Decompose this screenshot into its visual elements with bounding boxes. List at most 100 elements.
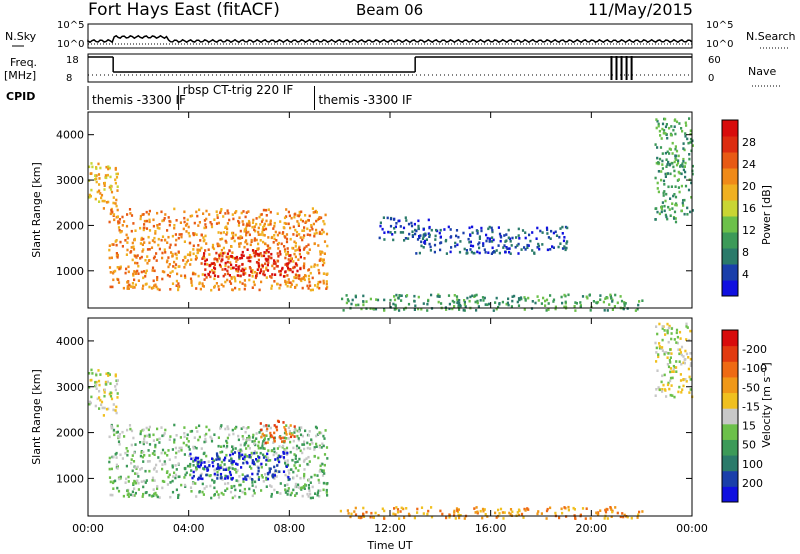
- cell-2-121: [255, 458, 258, 461]
- cell-2-16: [285, 262, 288, 266]
- cell-1-709: [115, 252, 118, 255]
- cell-1-10: [158, 223, 161, 226]
- cell-1-626: [136, 254, 139, 257]
- cell-1-590: [167, 265, 170, 269]
- cell-1-334: [237, 224, 240, 227]
- cell-1-172: [297, 274, 300, 277]
- cell-1-711: [255, 217, 258, 220]
- cell-0-25: [95, 387, 98, 390]
- cell-1-267: [301, 229, 304, 232]
- cell-4-91: [476, 510, 479, 514]
- cell-1-559: [265, 429, 268, 432]
- cell-1-655: [175, 279, 178, 283]
- cell-4-85: [581, 507, 585, 510]
- cell-3-111: [417, 307, 420, 311]
- cell-1-193: [137, 488, 140, 491]
- cell-1-241: [171, 234, 174, 238]
- cell-1-854: [298, 246, 301, 250]
- cell-2-5: [215, 467, 219, 470]
- cell-1-377: [182, 441, 185, 445]
- cell-1-867: [190, 284, 194, 287]
- cell-6-102: [662, 194, 665, 197]
- cell-1-182: [173, 441, 176, 444]
- cell-4-18: [357, 516, 360, 519]
- cell-2-84: [285, 465, 288, 468]
- cell-1-553: [174, 446, 177, 450]
- cell-1-728: [257, 226, 260, 230]
- cell-2-18: [298, 249, 301, 252]
- cell-2-106: [233, 451, 237, 454]
- cell-1-608: [314, 425, 318, 429]
- cell-5-59: [533, 251, 536, 255]
- cell-3-227: [440, 302, 443, 305]
- cell-1-824: [219, 252, 223, 255]
- cell-1-151: [276, 233, 279, 237]
- cell-5-104: [562, 239, 566, 243]
- station-title: Fort Hays East (fitACF): [88, 0, 280, 20]
- cell-2-43: [282, 456, 285, 459]
- cell-3-200: [592, 300, 595, 303]
- cell-0-19: [96, 397, 99, 401]
- cell-5-115: [656, 332, 659, 336]
- cell-4-109: [463, 517, 466, 520]
- cell-1-536: [144, 491, 147, 495]
- cell-2-45: [266, 477, 270, 481]
- cell-1-658: [253, 225, 256, 228]
- cell-2-0: [229, 473, 232, 477]
- cell-0-2: [97, 173, 101, 176]
- cell-1-456: [179, 221, 182, 224]
- cell-3-209: [438, 295, 441, 298]
- cell-1-795: [274, 230, 277, 234]
- cell-6-138: [668, 163, 671, 167]
- cell-5-25: [445, 252, 448, 255]
- cell-1-400: [249, 267, 252, 270]
- cell-6-43: [674, 132, 677, 136]
- cell-1-278: [143, 270, 146, 273]
- cell-1-314: [256, 247, 259, 251]
- cell-5-139: [565, 246, 568, 250]
- cell-3-223: [458, 301, 461, 305]
- cell-1-132: [175, 451, 178, 455]
- cell-5-175: [561, 232, 564, 235]
- cell-1-685: [118, 218, 121, 221]
- cell-4-62: [561, 511, 564, 515]
- cell-3-27: [581, 295, 585, 298]
- cell-1-825: [302, 236, 305, 239]
- cell-1-693: [309, 481, 312, 484]
- cell-1-582: [189, 241, 192, 245]
- cell-1-367: [282, 444, 285, 448]
- cell-1-572: [224, 427, 227, 431]
- cell-1-677: [122, 494, 125, 498]
- cell-1-51: [306, 284, 309, 288]
- cell-1-296: [130, 285, 133, 288]
- cell-2-112: [257, 261, 260, 265]
- cell-6-140: [662, 191, 665, 195]
- cell-0-64: [94, 381, 97, 384]
- cell-1-543: [195, 256, 198, 260]
- cell-1-460: [293, 240, 296, 244]
- cell-1-401: [156, 495, 159, 499]
- cell-1-598: [141, 495, 144, 498]
- cell-1-764: [188, 234, 191, 238]
- cell-3-136: [389, 306, 392, 309]
- cell-1-576: [303, 440, 306, 444]
- cell-1-47: [239, 280, 242, 284]
- cell-3-28: [567, 293, 570, 297]
- cell-1-687: [326, 482, 329, 485]
- cell-1-234: [111, 285, 114, 289]
- cell-1-715: [227, 482, 230, 485]
- cell-3-109: [417, 295, 420, 299]
- cell-0-43: [94, 197, 97, 201]
- cell-4-164: [448, 516, 451, 519]
- cell-1-444: [279, 283, 282, 287]
- cell-1-624: [297, 430, 300, 433]
- cell-5-183: [466, 251, 469, 255]
- cell-3-212: [537, 299, 540, 302]
- cell-1-259: [132, 248, 136, 251]
- cell-1-105: [142, 492, 145, 496]
- cell-5-80: [669, 356, 672, 359]
- cell-1-397: [152, 279, 155, 283]
- cell-1-140: [292, 279, 295, 283]
- cell-2-47: [293, 265, 296, 269]
- cell-5-97: [508, 237, 512, 241]
